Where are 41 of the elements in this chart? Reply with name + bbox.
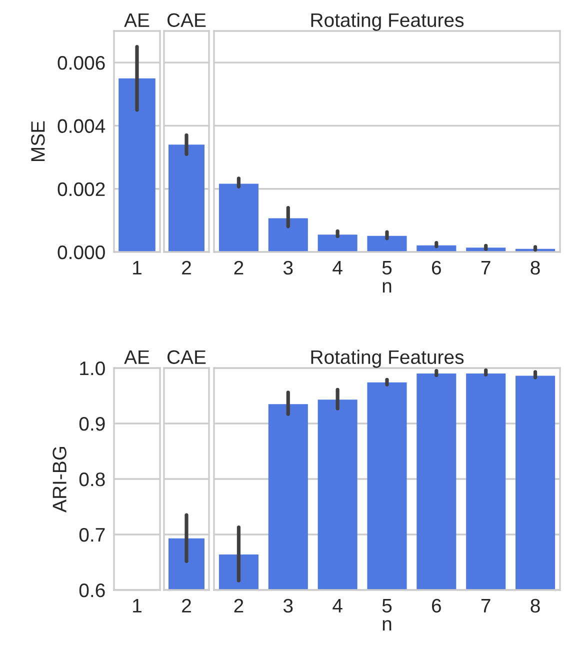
x-tick-label: 5 <box>382 599 392 613</box>
bar <box>218 184 258 252</box>
y-axis-title: ARI-BG <box>52 446 66 512</box>
x-tick-label: 8 <box>530 598 540 613</box>
x-tick-label: 2 <box>234 598 244 612</box>
x-tick-label: 1 <box>133 261 142 274</box>
x-tick-label: 6 <box>432 260 441 275</box>
chart-title: Rotating Features <box>311 12 464 31</box>
chart-title: Rotating Features <box>311 350 464 368</box>
chart-title: CAE <box>167 350 206 364</box>
x-tick-label: 7 <box>481 261 490 274</box>
y-tick-label: 0.006 <box>58 56 105 70</box>
y-tick-label: 0.8 <box>79 472 105 486</box>
y-tick-label: 0.6 <box>79 583 105 598</box>
x-tick-label: 1 <box>133 599 142 612</box>
x-tick-label: 3 <box>283 598 293 613</box>
y-tick-label: 0.9 <box>79 416 105 431</box>
bar <box>367 236 407 252</box>
y-tick-label: 0.002 <box>58 182 105 196</box>
chart-title: CAE <box>167 13 206 28</box>
y-tick-label: 0.7 <box>79 528 105 542</box>
x-tick-label: 2 <box>182 260 191 274</box>
y-tick-label: 0.000 <box>58 245 105 260</box>
x-tick-label: 8 <box>530 260 540 275</box>
bar <box>318 234 358 252</box>
y-tick-label: 0.004 <box>58 119 106 133</box>
bar <box>268 218 308 252</box>
chart-title: AE <box>124 350 150 364</box>
x-axis-title: n <box>382 282 392 293</box>
x-tick-label: 3 <box>283 260 293 275</box>
y-axis-title: MSE <box>31 121 45 161</box>
x-tick-label: 2 <box>234 260 244 274</box>
x-tick-label: 2 <box>182 598 191 612</box>
x-axis-title: n <box>382 620 392 631</box>
y-tick-label: 1.0 <box>80 361 105 376</box>
x-tick-label: 7 <box>481 599 490 612</box>
chart-title: AE <box>124 13 150 27</box>
x-tick-label: 5 <box>382 261 392 275</box>
x-tick-label: 4 <box>332 261 342 274</box>
x-tick-label: 6 <box>432 598 441 613</box>
x-tick-label: 4 <box>332 599 342 612</box>
